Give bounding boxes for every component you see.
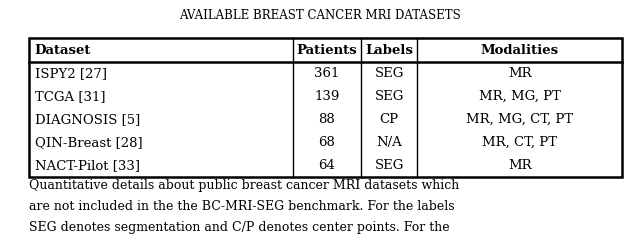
Text: SEG: SEG	[374, 90, 404, 103]
Text: MR, MG, CT, PT: MR, MG, CT, PT	[466, 113, 573, 126]
Text: Quantitative details about public breast cancer MRI datasets which: Quantitative details about public breast…	[29, 179, 459, 192]
Text: NACT-Pilot [33]: NACT-Pilot [33]	[35, 159, 140, 172]
Text: 68: 68	[319, 136, 335, 149]
Text: Labels: Labels	[365, 43, 413, 57]
Text: are not included in the the BC-MRI-SEG benchmark. For the labels: are not included in the the BC-MRI-SEG b…	[29, 200, 454, 213]
Text: DIAGNOSIS [5]: DIAGNOSIS [5]	[35, 113, 140, 126]
Text: 139: 139	[314, 90, 340, 103]
Text: TCGA [31]: TCGA [31]	[35, 90, 105, 103]
Text: 361: 361	[314, 67, 340, 80]
Text: MR, CT, PT: MR, CT, PT	[482, 136, 557, 149]
Text: Dataset: Dataset	[35, 43, 91, 57]
Text: Modalities: Modalities	[481, 43, 559, 57]
Text: Patients: Patients	[296, 43, 357, 57]
Text: AVAILABLE BREAST CANCER MRI DATASETS: AVAILABLE BREAST CANCER MRI DATASETS	[179, 9, 461, 22]
Bar	[29, 38, 622, 177]
Text: SEG: SEG	[374, 159, 404, 172]
Text: CP: CP	[380, 113, 399, 126]
Text: SEG denotes segmentation and C/P denotes center points. For the: SEG denotes segmentation and C/P denotes…	[29, 221, 449, 234]
Text: SEG: SEG	[374, 67, 404, 80]
Text: ISPY2 [27]: ISPY2 [27]	[35, 67, 107, 80]
Text: MR, MG, PT: MR, MG, PT	[479, 90, 561, 103]
Text: 64: 64	[319, 159, 335, 172]
Text: QIN-Breast [28]: QIN-Breast [28]	[35, 136, 142, 149]
Text: 88: 88	[319, 113, 335, 126]
Text: N/A: N/A	[376, 136, 402, 149]
Text: MR: MR	[508, 159, 532, 172]
Text: MR: MR	[508, 67, 532, 80]
